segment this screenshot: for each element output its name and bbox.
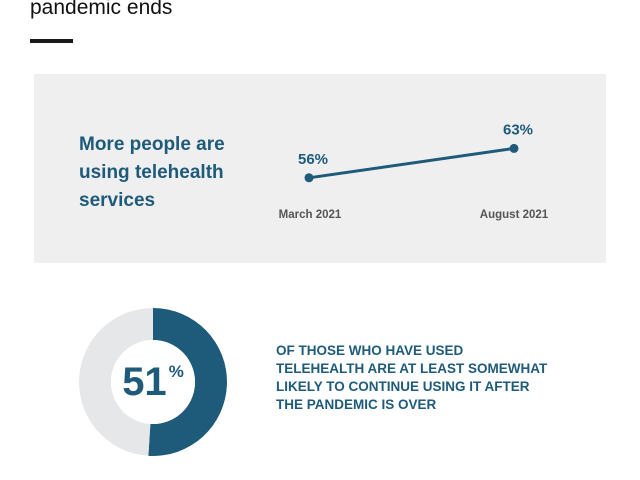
data-label: 63%: [503, 121, 533, 138]
usage-line-chart: 56% March 2021 63% August 2021: [279, 121, 549, 221]
donut-caption: OF THOSE WHO HAVE USED TELEHEALTH ARE AT…: [276, 342, 576, 414]
donut-caption-line-2: TELEHEALTH ARE AT LEAST SOMEWHAT: [276, 361, 548, 376]
donut-caption-line-3: LIKELY TO CONTINUE USING IT AFTER: [276, 379, 530, 394]
donut-center-unit: %: [168, 362, 184, 381]
x-tick-label: August 2021: [480, 209, 549, 221]
telehealth-usage-panel: More people are using telehealth service…: [34, 74, 606, 263]
page-title: pandemic ends: [30, 0, 173, 19]
x-tick-label: March 2021: [279, 209, 342, 221]
panel-title-line-3: services: [79, 190, 156, 211]
data-label: 56%: [298, 151, 328, 168]
donut-center-value: 51: [122, 359, 167, 404]
donut-caption-line-4: THE PANDEMIC IS OVER: [276, 397, 437, 412]
donut-center: 51 %: [79, 308, 227, 456]
donut-slice-other: [79, 308, 153, 456]
panel-title: More people are using telehealth service…: [79, 131, 269, 215]
data-point: [509, 143, 519, 153]
likelihood-donut-chart: 51 %: [79, 308, 227, 456]
donut-hole: [111, 340, 195, 424]
donut-svg: [79, 308, 227, 456]
panel-title-line-2: using telehealth: [79, 162, 224, 183]
donut-slice-likely: [148, 308, 227, 456]
panel-title-line-1: More people are: [79, 134, 225, 155]
donut-caption-line-1: OF THOSE WHO HAVE USED: [276, 343, 464, 358]
series-line: [307, 146, 516, 180]
data-point: [304, 173, 314, 183]
title-underline: [30, 39, 73, 43]
